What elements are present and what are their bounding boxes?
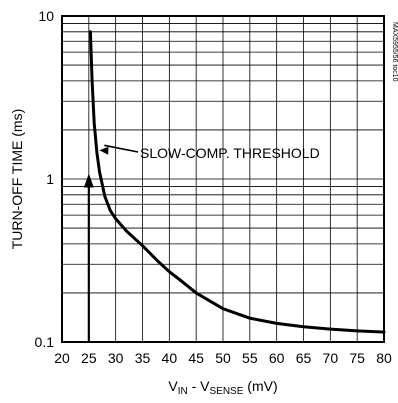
- x-tick-label: 60: [269, 350, 285, 366]
- y-tick-label: 0.1: [35, 334, 55, 350]
- annotation-callout-head: [99, 146, 109, 155]
- x-tick-label: 55: [242, 350, 258, 366]
- y-tick-label: 1: [46, 171, 54, 187]
- tick-labels: 20 25 30 35 40 45 50 55 60 65 70 75 80 0.1 1 10: [35, 8, 392, 366]
- x-tick-label: 65: [296, 350, 312, 366]
- x-axis-label: VIN - VSENSE (mV): [168, 378, 277, 397]
- x-tick-label: 35: [135, 350, 151, 366]
- x-tick-label: 25: [81, 350, 97, 366]
- x-tick-label: 70: [323, 350, 339, 366]
- x-tick-label: 30: [108, 350, 124, 366]
- x-tick-label: 45: [188, 350, 204, 366]
- annotation-callout-line: [104, 144, 139, 153]
- x-tick-label: 20: [54, 350, 70, 366]
- turn-off-time-line: [88, 30, 386, 334]
- x-tick-label: 80: [376, 350, 392, 366]
- x-tick-label: 40: [162, 350, 178, 366]
- x-tick-label: 75: [349, 350, 365, 366]
- chart-grid: [62, 16, 384, 342]
- y-tick-label: 10: [38, 8, 54, 24]
- y-axis-label: TURN-OFF TIME (ms): [9, 109, 25, 250]
- threshold-arrow-head: [83, 173, 94, 188]
- annotation-text: SLOW-COMP. THRESHOLD: [140, 145, 320, 161]
- x-tick-label: 50: [215, 350, 231, 366]
- plot-frame: [61, 15, 385, 343]
- figure-id: MAX5955/56 toc10: [391, 22, 398, 82]
